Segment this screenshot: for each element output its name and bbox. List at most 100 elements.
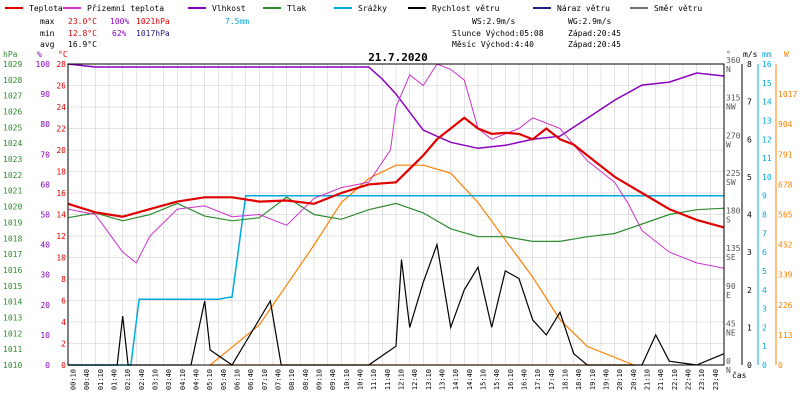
axes: 1010101110121013101410151016101710181019… <box>3 56 797 390</box>
tick-time: 12:10 <box>398 369 406 390</box>
tick-time: 11:40 <box>384 369 392 390</box>
series-temperature <box>67 116 725 229</box>
tick-solar: 452 <box>778 241 793 250</box>
tick-rain: 4 <box>762 286 767 295</box>
tick-time: 14:40 <box>466 369 474 390</box>
tick-rain: 11 <box>762 154 772 163</box>
tick-time: 13:10 <box>425 369 433 390</box>
tick-humidity: 80 <box>40 120 50 129</box>
tick-wind-dir: 270 <box>726 131 741 140</box>
tick-time: 12:40 <box>411 369 419 390</box>
tick-time: 05:10 <box>206 369 214 390</box>
unit-degc: °C <box>58 50 68 59</box>
tick-temperature: 10 <box>56 254 66 263</box>
tick-time: 17:10 <box>534 369 542 390</box>
tick-rain: 3 <box>762 305 767 314</box>
stat-min-hum: 62% <box>112 29 127 38</box>
unit-hpa: hPa <box>3 50 18 59</box>
tick-time: 04:10 <box>179 369 187 390</box>
stat-moon-set: Západ:20:45 <box>568 40 621 49</box>
tick-humidity: 10 <box>40 331 50 340</box>
tick-time: 07:40 <box>275 369 283 390</box>
tick-temperature: 22 <box>56 125 66 134</box>
stat-min-temp: 12.8°C <box>68 29 97 38</box>
tick-time: 11:10 <box>370 369 378 390</box>
tick-pressure: 1010 <box>3 361 22 370</box>
tick-wind-speed: 4 <box>747 211 752 220</box>
stat-max-rain: 7.5mm <box>225 17 249 26</box>
tick-wind-speed: 0 <box>747 361 752 370</box>
tick-pressure: 1028 <box>3 76 22 85</box>
legend-label-7: Směr větru <box>654 4 702 13</box>
tick-solar: 339 <box>778 271 793 280</box>
tick-humidity: 20 <box>40 301 50 310</box>
tick-wind-dir-label: SE <box>726 253 736 262</box>
tick-time: 10:10 <box>343 369 351 390</box>
tick-time: 23:40 <box>712 369 720 390</box>
tick-temperature: 24 <box>56 103 66 112</box>
tick-rain: 5 <box>762 267 767 276</box>
tick-rain: 15 <box>762 79 772 88</box>
tick-time: 02:40 <box>138 369 146 390</box>
tick-rain: 6 <box>762 248 767 257</box>
stat-max-temp: 23.0°C <box>68 17 97 26</box>
tick-rain: 7 <box>762 229 767 238</box>
tick-solar: 904 <box>778 120 793 129</box>
tick-wind-dir-label: N <box>726 366 731 375</box>
tick-time: 15:40 <box>493 369 501 390</box>
unit-deg: ° <box>726 50 731 59</box>
unit-mm: mm <box>762 50 772 59</box>
series-humidity <box>67 63 725 150</box>
tick-pressure: 1015 <box>3 282 22 291</box>
tick-pressure: 1013 <box>3 313 22 322</box>
tick-wind-speed: 6 <box>747 135 752 144</box>
tick-time: 22:40 <box>685 369 693 390</box>
series-rain <box>68 194 724 366</box>
tick-time: 10:40 <box>357 369 365 390</box>
tick-rain: 1 <box>762 342 767 351</box>
tick-time: 19:40 <box>603 369 611 390</box>
tick-wind-dir: 360 <box>726 56 741 65</box>
tick-humidity: 50 <box>40 211 50 220</box>
tick-wind-speed: 7 <box>747 98 752 107</box>
tick-time: 04:40 <box>193 369 201 390</box>
tick-pressure: 1018 <box>3 234 22 243</box>
tick-pressure: 1023 <box>3 155 22 164</box>
tick-time: 01:40 <box>111 369 119 390</box>
tick-time: 20:40 <box>630 369 638 390</box>
tick-temperature: 26 <box>56 82 66 91</box>
tick-solar: 565 <box>778 211 793 220</box>
unit-w: W <box>784 50 789 59</box>
tick-pressure: 1012 <box>3 329 22 338</box>
stat-ws: WS:2.9m/s <box>472 17 516 26</box>
tick-time: 00:40 <box>83 369 91 390</box>
tick-humidity: 70 <box>40 150 50 159</box>
tick-temperature: 18 <box>56 168 66 177</box>
tick-pressure: 1026 <box>3 108 22 117</box>
tick-time: 00:10 <box>70 369 78 390</box>
tick-time: 16:10 <box>507 369 515 390</box>
legend-label-6: Náraz větru <box>557 4 610 13</box>
tick-wind-speed: 1 <box>747 323 752 332</box>
tick-rain: 8 <box>762 211 767 220</box>
tick-rain: 9 <box>762 192 767 201</box>
tick-time: 13:40 <box>439 369 447 390</box>
stats-panel: max 23.0°C 100% 1021hPa 7.5mm min 12.8°C… <box>40 17 621 49</box>
tick-time: 19:10 <box>589 369 597 390</box>
plot-frame <box>67 63 725 366</box>
unit-ms: m/s <box>743 50 758 59</box>
tick-pressure: 1017 <box>3 250 22 259</box>
tick-wind-dir: 315 <box>726 94 741 103</box>
unit-time: čas <box>732 370 747 380</box>
stat-sun: Slunce Východ:05:08 <box>452 29 544 38</box>
tick-temperature: 4 <box>61 318 66 327</box>
tick-wind-dir-label: NE <box>726 328 736 337</box>
tick-pressure: 1020 <box>3 203 22 212</box>
legend-label-3: Tlak <box>287 4 306 13</box>
tick-wind-dir-label: N <box>726 65 731 74</box>
stat-max-label: max <box>40 17 55 26</box>
tick-temperature: 8 <box>61 275 66 284</box>
legend-label-1: Přízemní teplota <box>87 4 164 13</box>
tick-humidity: 0 <box>45 361 50 370</box>
